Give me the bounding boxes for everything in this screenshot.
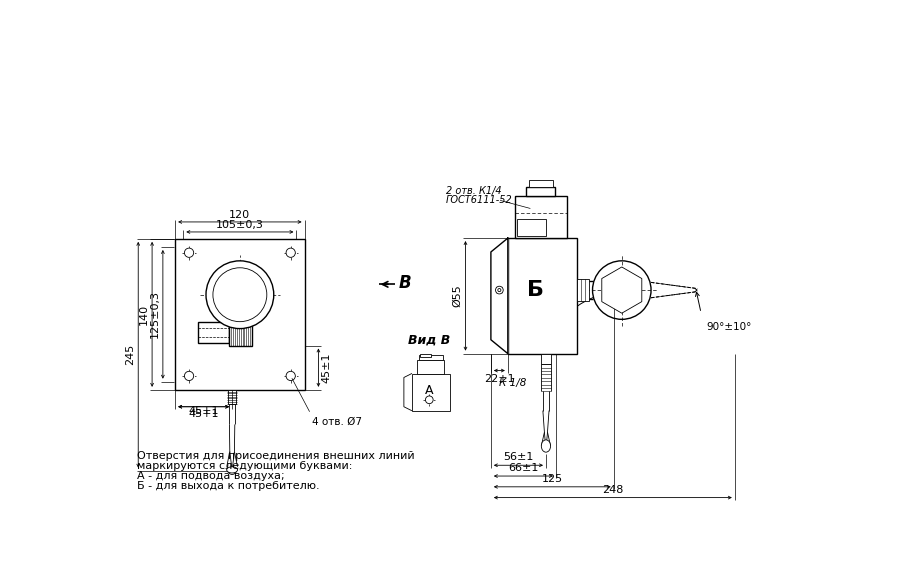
- Text: 140: 140: [139, 304, 149, 325]
- Text: 105±0,3: 105±0,3: [216, 219, 263, 230]
- Text: 66±1: 66±1: [508, 463, 538, 473]
- Circle shape: [213, 267, 266, 322]
- Bar: [576, 279, 588, 301]
- Bar: [417, 360, 444, 373]
- Text: А - для подвода воздуха;: А - для подвода воздуха;: [136, 471, 284, 481]
- Text: 22±1: 22±1: [483, 373, 514, 384]
- Text: A: A: [425, 384, 433, 397]
- Text: 56±1: 56±1: [502, 452, 533, 462]
- Text: Ø55: Ø55: [452, 284, 462, 307]
- Text: 4 отв. Ø7: 4 отв. Ø7: [291, 379, 362, 427]
- Bar: [514, 196, 566, 238]
- Text: 248: 248: [602, 485, 623, 494]
- Polygon shape: [403, 373, 411, 411]
- Bar: [411, 373, 449, 411]
- Text: К 1/8: К 1/8: [498, 378, 525, 388]
- Text: Б - для выхода к потребителю.: Б - для выхода к потребителю.: [136, 482, 319, 492]
- Ellipse shape: [540, 440, 550, 452]
- Circle shape: [206, 261, 273, 329]
- Bar: [540, 354, 551, 364]
- Circle shape: [184, 371, 193, 380]
- Text: маркируются следующими буквами:: маркируются следующими буквами:: [136, 461, 352, 471]
- Circle shape: [184, 248, 193, 257]
- Polygon shape: [491, 238, 507, 354]
- Polygon shape: [601, 267, 641, 313]
- Bar: [228, 390, 235, 404]
- Circle shape: [425, 396, 433, 404]
- Bar: [229, 320, 252, 346]
- Bar: [517, 219, 546, 236]
- Text: 45+1: 45+1: [189, 409, 218, 419]
- Bar: [420, 354, 431, 357]
- Circle shape: [286, 248, 295, 257]
- Text: 125: 125: [541, 474, 562, 483]
- Bar: [526, 186, 555, 196]
- Text: 245: 245: [125, 344, 135, 365]
- Text: Вид B: Вид B: [408, 334, 449, 346]
- Text: 90°±10°: 90°±10°: [705, 322, 751, 332]
- Circle shape: [592, 261, 650, 320]
- Text: 125±0,3: 125±0,3: [150, 290, 160, 338]
- Ellipse shape: [226, 467, 237, 473]
- Text: 45±1: 45±1: [321, 353, 331, 383]
- Text: ГОСТ6111-52: ГОСТ6111-52: [446, 195, 512, 205]
- Text: Отверстия для присоединения внешних линий: Отверстия для присоединения внешних лини…: [136, 452, 414, 461]
- Text: 120: 120: [229, 210, 250, 219]
- Bar: [507, 238, 576, 354]
- Text: Б: Б: [527, 280, 543, 300]
- Circle shape: [495, 286, 502, 294]
- Bar: [419, 355, 442, 360]
- Bar: [529, 181, 552, 186]
- Text: B: B: [398, 274, 410, 292]
- Text: 2 отв. К1/4: 2 отв. К1/4: [446, 186, 502, 196]
- Circle shape: [286, 371, 295, 380]
- Circle shape: [497, 288, 501, 292]
- Bar: [175, 239, 304, 390]
- Text: 45+1: 45+1: [189, 406, 218, 416]
- Bar: [198, 322, 229, 343]
